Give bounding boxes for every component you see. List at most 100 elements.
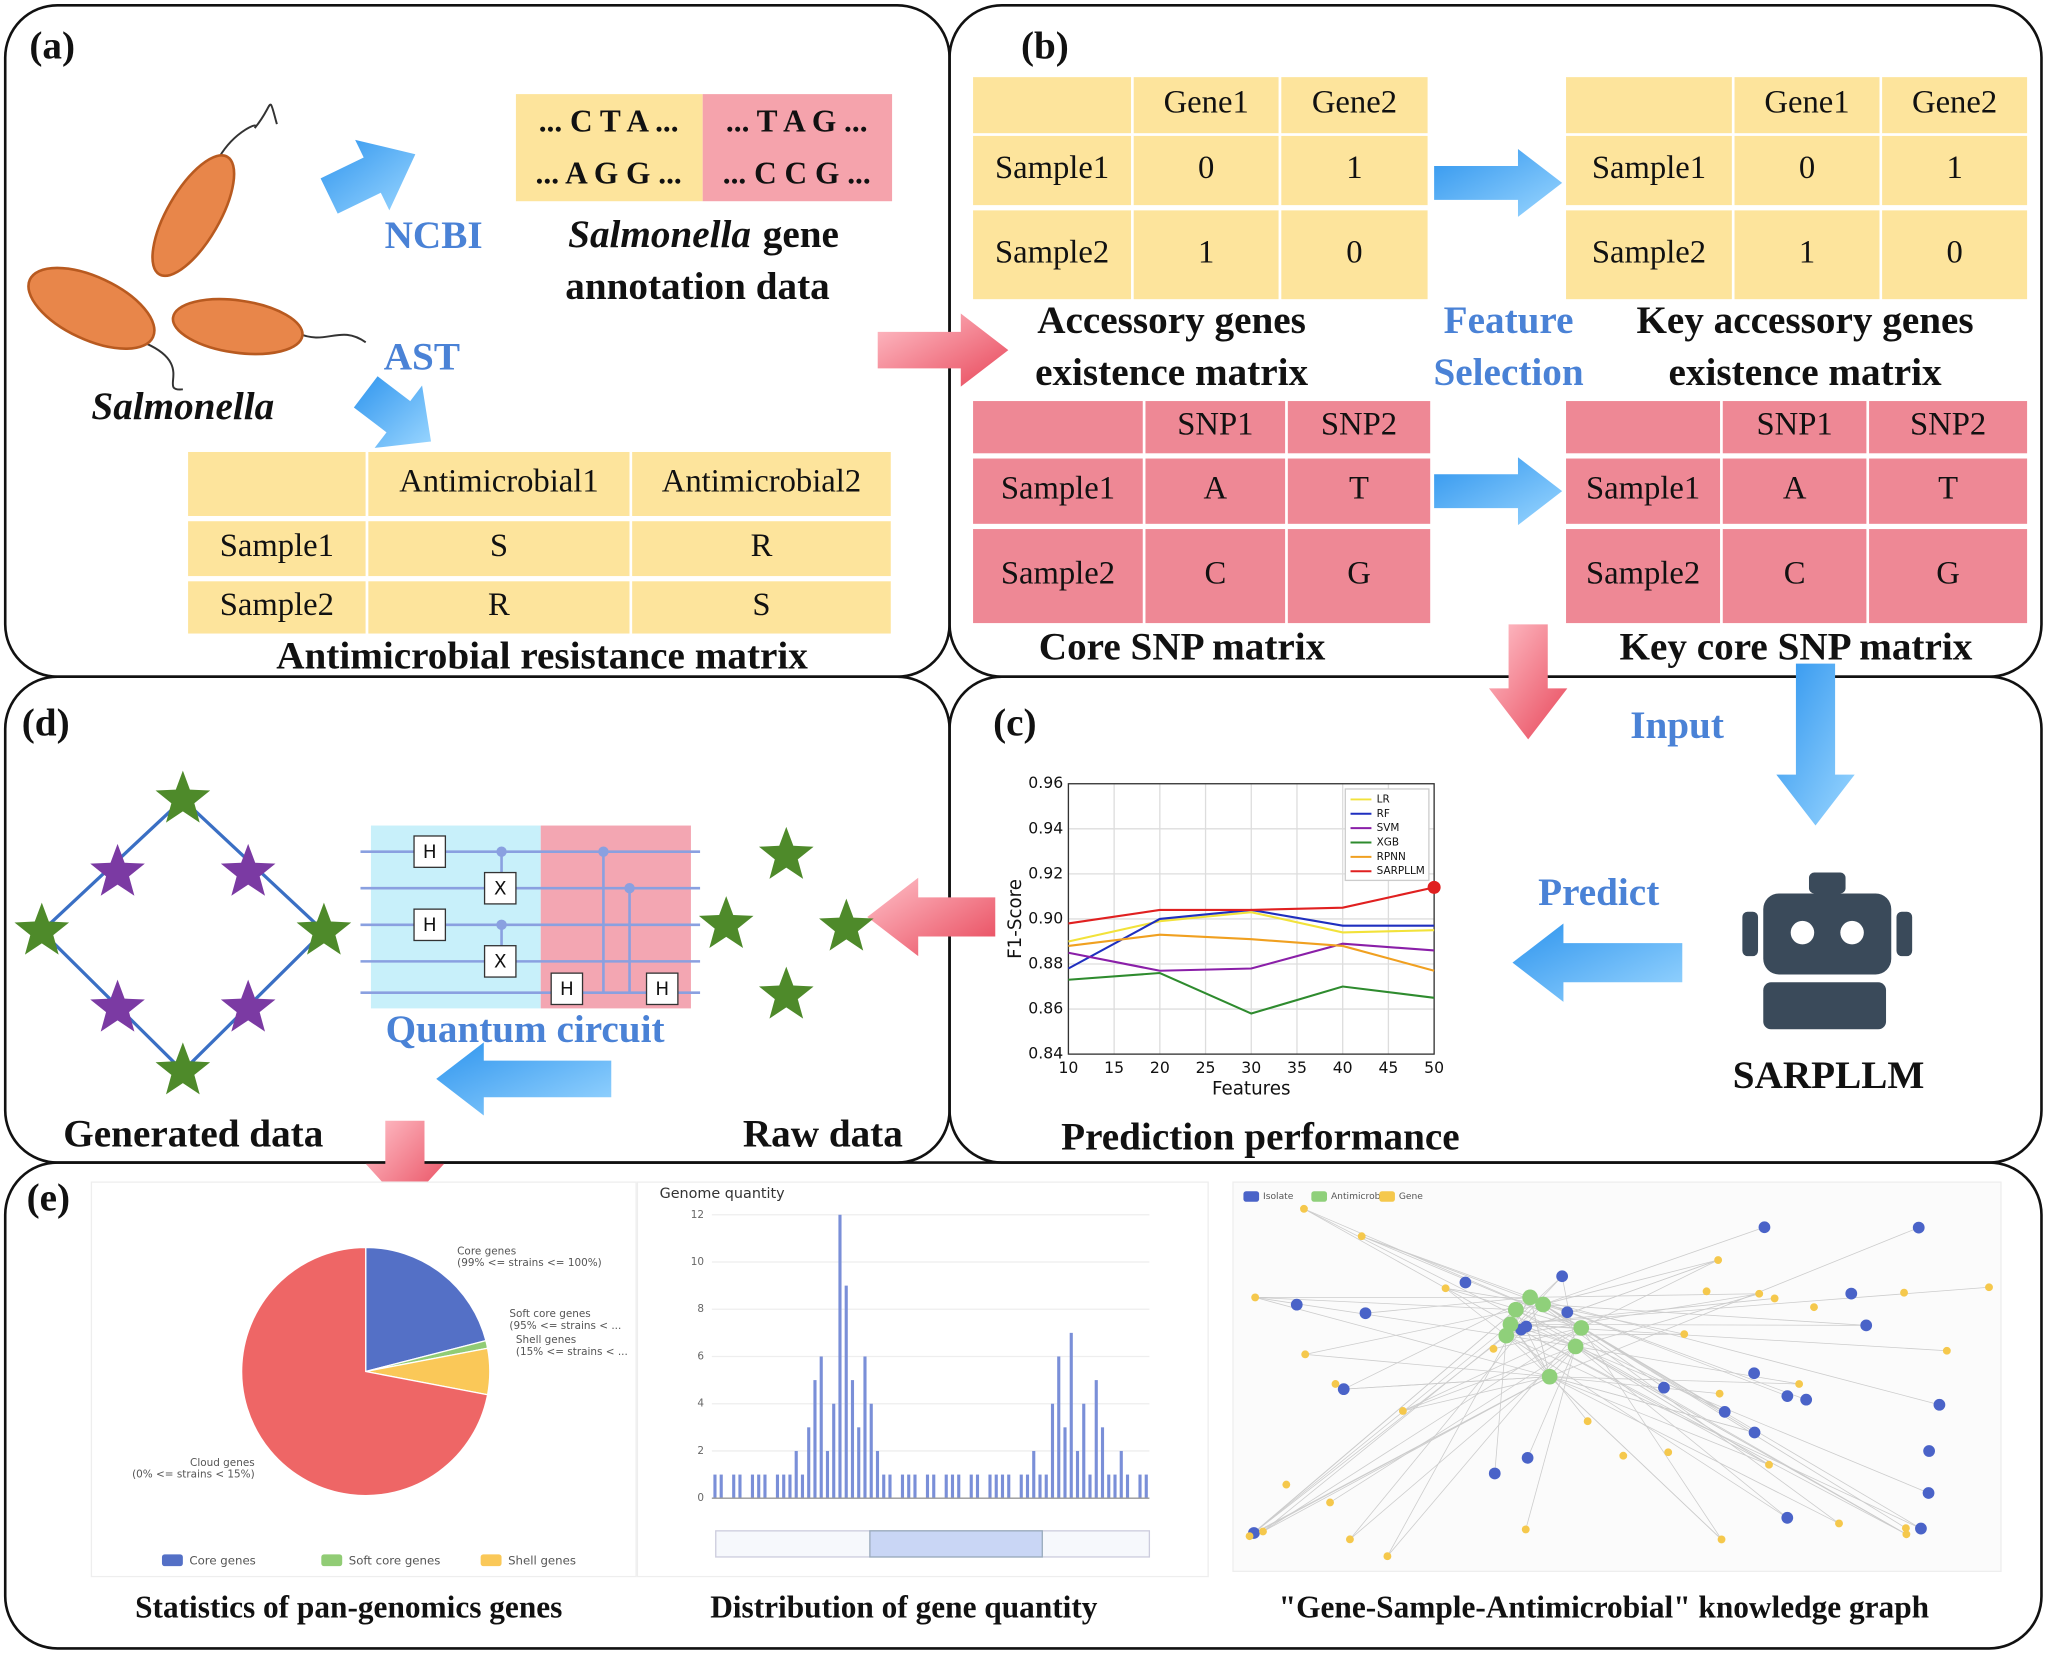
gate-label: H bbox=[655, 979, 669, 1000]
control-dot bbox=[624, 883, 635, 894]
bar bbox=[1019, 1474, 1023, 1499]
bar bbox=[775, 1474, 780, 1499]
gate bbox=[483, 871, 517, 905]
bar bbox=[957, 1474, 961, 1499]
graph-node bbox=[1398, 1407, 1407, 1415]
table-cell-text: Sample1 bbox=[1001, 471, 1115, 507]
graph-node bbox=[1923, 1445, 1935, 1457]
star bbox=[296, 902, 352, 955]
bar bbox=[1057, 1356, 1061, 1499]
bar bbox=[1094, 1380, 1098, 1499]
arrow bbox=[1512, 923, 1683, 1002]
bar bbox=[1025, 1474, 1030, 1499]
sequence-text: ... C C G ... bbox=[723, 156, 871, 191]
legend-swatch bbox=[161, 1554, 183, 1567]
table-cell-text: Sample2 bbox=[1592, 234, 1706, 270]
zoom-window bbox=[869, 1530, 1043, 1558]
bar bbox=[838, 1214, 842, 1499]
series-line bbox=[1068, 911, 1435, 943]
bar bbox=[813, 1380, 817, 1499]
bar bbox=[969, 1474, 973, 1499]
table-cell bbox=[970, 455, 1146, 527]
table-cell-text: 0 bbox=[1198, 150, 1214, 186]
table-cell-text: R bbox=[488, 587, 510, 623]
graph-node bbox=[1245, 1532, 1254, 1541]
legend-label: LR bbox=[1377, 793, 1390, 805]
series-line bbox=[1068, 942, 1435, 972]
pie-label: (99% <= strains <= 100%) bbox=[457, 1257, 602, 1269]
input-label: Input bbox=[1630, 704, 1724, 747]
bar bbox=[925, 1474, 930, 1499]
pie-label: (0% <= strains < 15%) bbox=[132, 1469, 255, 1481]
bar bbox=[1038, 1474, 1042, 1499]
bar bbox=[857, 1427, 861, 1499]
bar bbox=[1138, 1474, 1142, 1499]
table-cell-text: T bbox=[1938, 471, 1958, 507]
legend-label: Gene bbox=[1399, 1192, 1423, 1202]
bar bbox=[869, 1403, 873, 1499]
x-tick-label: 20 bbox=[1150, 1058, 1170, 1077]
column-header: SNP2 bbox=[1321, 407, 1397, 443]
series-line bbox=[1068, 933, 1435, 972]
y-tick-label: 12 bbox=[691, 1209, 704, 1221]
graph-edge bbox=[1361, 1235, 1582, 1329]
graph-node bbox=[1357, 1232, 1366, 1241]
star bbox=[220, 979, 276, 1032]
graph-node bbox=[1942, 1346, 1951, 1355]
table-caption: Key core SNP matrix bbox=[1620, 626, 1973, 669]
graph-edge bbox=[1349, 1346, 1576, 1540]
column-header: Gene2 bbox=[1312, 85, 1397, 121]
table-cell bbox=[1731, 133, 1883, 208]
legend-swatch bbox=[480, 1554, 502, 1567]
graph-edge bbox=[1510, 1324, 1770, 1466]
table-cell-text: 0 bbox=[1946, 234, 1962, 270]
panel-caption: Prediction performance bbox=[1061, 1115, 1460, 1158]
graph-node bbox=[1658, 1381, 1670, 1394]
bar bbox=[757, 1474, 761, 1499]
table-cell-text: T bbox=[1349, 471, 1369, 507]
table-cell bbox=[1720, 455, 1870, 527]
pie-label: (15% <= strains < ... bbox=[516, 1346, 628, 1358]
star bbox=[220, 843, 276, 896]
pie-slice bbox=[240, 1246, 489, 1497]
bar bbox=[1032, 1450, 1036, 1499]
table-cell bbox=[1879, 133, 2030, 208]
table-cell bbox=[1563, 74, 1735, 136]
table-cell bbox=[365, 518, 633, 579]
graph-node bbox=[1583, 1417, 1592, 1426]
graph-edge bbox=[1262, 1376, 1550, 1532]
table-cell-text: Sample1 bbox=[1586, 471, 1700, 507]
column-header: SNP1 bbox=[1177, 407, 1253, 443]
graph-node bbox=[1985, 1283, 1993, 1292]
panel-label: (c) bbox=[993, 701, 1036, 744]
graph-node bbox=[1795, 1380, 1804, 1388]
table-cell-text: Sample2 bbox=[995, 234, 1109, 270]
table-cell bbox=[970, 133, 1134, 208]
pie-label: Soft core genes bbox=[509, 1308, 590, 1320]
graph-node bbox=[1441, 1284, 1450, 1293]
bacterium bbox=[151, 154, 236, 278]
graph-edge bbox=[1549, 1227, 1919, 1378]
pie-label: Shell genes bbox=[516, 1334, 576, 1346]
graph-edge bbox=[1526, 1326, 1576, 1347]
graph-edge bbox=[1305, 1353, 1550, 1378]
bar bbox=[1000, 1474, 1005, 1499]
column-header: Antimicrobial2 bbox=[662, 463, 861, 499]
star bbox=[90, 843, 145, 896]
source-label: NCBI bbox=[385, 214, 483, 257]
graph-node bbox=[1714, 1256, 1723, 1264]
sequence-box bbox=[515, 94, 703, 202]
gate bbox=[413, 908, 447, 942]
y-tick-label: 2 bbox=[697, 1445, 704, 1457]
bar bbox=[1144, 1474, 1148, 1499]
table-cell-text: Sample2 bbox=[220, 587, 334, 623]
legend-swatch bbox=[1311, 1191, 1328, 1202]
graph-node bbox=[1901, 1524, 1910, 1533]
graph-node bbox=[1770, 1294, 1779, 1303]
table-cell bbox=[1866, 398, 2030, 456]
table-cell bbox=[970, 398, 1146, 456]
graph-node bbox=[1915, 1522, 1927, 1535]
graph-edge bbox=[1515, 1309, 1550, 1377]
bar bbox=[900, 1474, 905, 1499]
panel-caption: Distribution of gene quantity bbox=[710, 1590, 1098, 1625]
